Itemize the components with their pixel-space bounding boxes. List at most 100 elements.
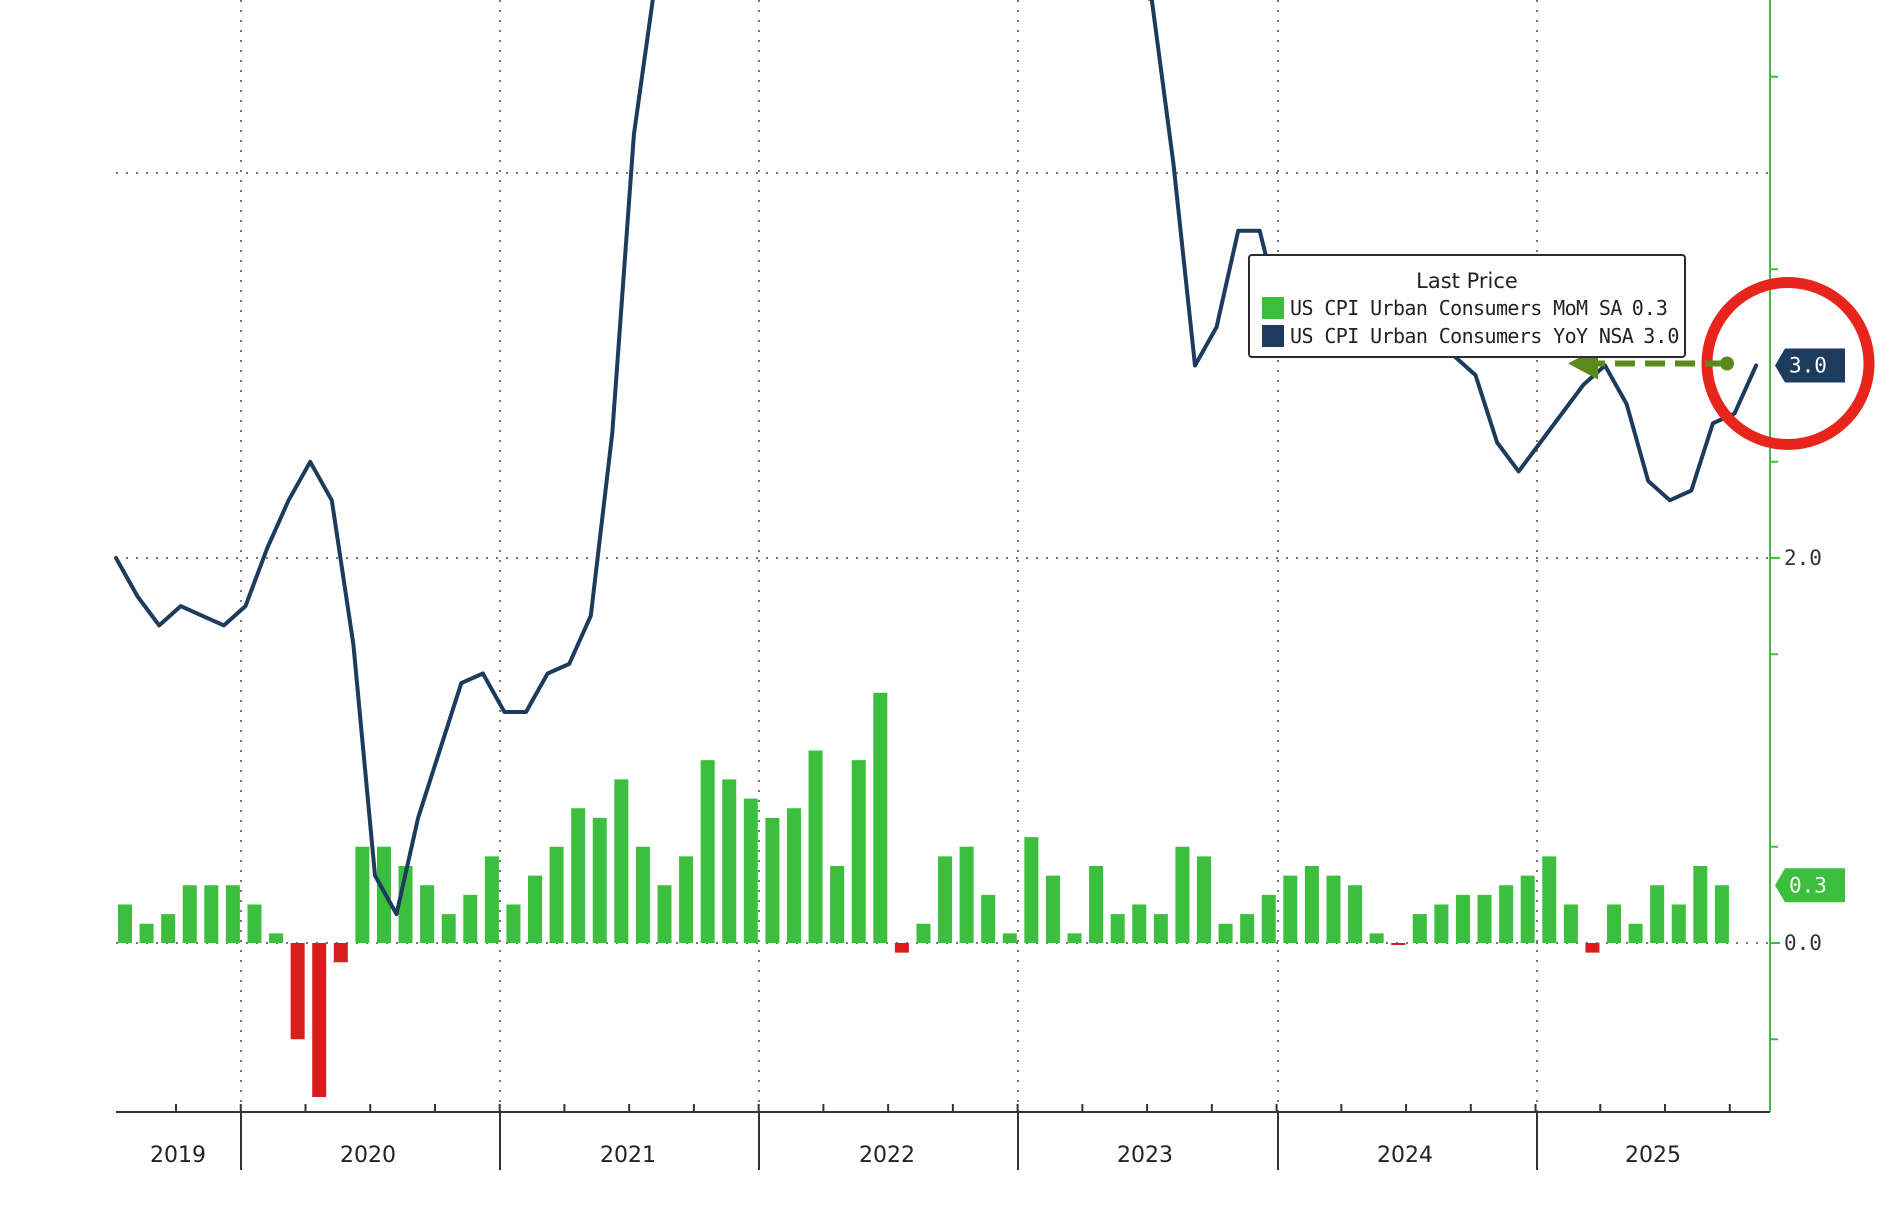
mom-bar — [290, 943, 305, 1040]
last-value-label: 0.3 — [1789, 873, 1827, 897]
legend-value-mom: 0.3 — [1631, 296, 1668, 320]
mom-bar — [1326, 875, 1341, 943]
mom-bar — [355, 846, 370, 943]
mom-bar — [808, 750, 823, 943]
mom-bar — [873, 692, 888, 943]
legend-label-yoy: US CPI Urban Consumers YoY NSA — [1290, 324, 1634, 348]
mom-bar — [1067, 933, 1082, 943]
yoy-line — [114, 0, 1759, 917]
mom-bar — [1563, 904, 1578, 943]
mom-bar — [1412, 914, 1427, 943]
mom-bar — [204, 885, 219, 943]
mom-bar — [1455, 894, 1470, 943]
mom-bar — [916, 923, 931, 943]
highlight-arrow-tail — [1720, 356, 1734, 371]
mom-bar — [1671, 904, 1686, 943]
legend-swatch-mom — [1262, 297, 1284, 319]
mom-bar — [1304, 866, 1319, 943]
mom-bar — [1197, 856, 1211, 943]
mom-bar — [851, 760, 866, 943]
y-tick-label: 0.0 — [1784, 931, 1822, 955]
mom-bar — [592, 817, 607, 943]
x-tick-label: 2021 — [600, 1143, 656, 1168]
last-value-markers: 3.0 0.3 — [1775, 348, 1845, 903]
mom-bar — [679, 856, 694, 943]
mom-bar — [786, 808, 801, 943]
mom-bar — [981, 894, 996, 943]
mom-bar — [1089, 866, 1104, 943]
x-tick-label: 2024 — [1377, 1143, 1433, 1168]
mom-bar — [118, 904, 132, 943]
mom-bar — [1283, 875, 1298, 943]
mom-bar — [700, 760, 715, 943]
x-tick-label: 2020 — [340, 1143, 396, 1168]
mom-bar — [247, 904, 262, 943]
x-tick-label: 2023 — [1117, 1143, 1173, 1168]
legend-label-mom: US CPI Urban Consumers MoM SA — [1290, 296, 1622, 320]
last-value-tag — [1775, 348, 1845, 383]
mom-bar — [635, 846, 650, 943]
mom-bar — [1650, 885, 1665, 943]
legend-swatch-yoy — [1262, 325, 1284, 347]
last-value-tag — [1775, 868, 1845, 903]
mom-bar — [614, 779, 629, 943]
mom-bar — [312, 943, 327, 1097]
legend-entry-yoy: US CPI Urban Consumers YoY NSA 3.0 — [1250, 322, 1684, 350]
yoy-line-layer — [114, 0, 1759, 917]
mom-bar — [1434, 904, 1449, 943]
mom-bar — [1542, 856, 1557, 943]
mom-bar — [722, 779, 737, 943]
mom-bar — [484, 856, 499, 943]
mom-bar — [1175, 846, 1190, 943]
mom-bar — [528, 875, 543, 943]
mom-bar — [1218, 923, 1233, 943]
mom-bar — [139, 923, 154, 943]
mom-bar — [959, 846, 974, 943]
mom-bar — [1714, 885, 1729, 943]
mom-bar — [743, 798, 758, 943]
mom-bars — [118, 692, 1729, 1097]
mom-bar — [269, 933, 284, 943]
mom-bar — [441, 914, 456, 943]
mom-bar — [1499, 885, 1514, 943]
mom-bar — [894, 943, 909, 953]
mom-bar — [938, 856, 953, 943]
x-tick-label: 2022 — [859, 1143, 915, 1168]
mom-bar — [1585, 943, 1600, 953]
mom-bar — [463, 894, 478, 943]
mom-bar — [420, 885, 435, 943]
gridlines — [116, 0, 1775, 1112]
mom-bar — [1693, 866, 1708, 943]
mom-bar — [225, 885, 240, 943]
mom-bar — [571, 808, 586, 943]
legend-value-yoy: 3.0 — [1643, 324, 1680, 348]
mom-bar — [182, 885, 197, 943]
mom-bar — [765, 817, 780, 943]
mom-bar — [333, 943, 348, 963]
mom-bar — [1520, 875, 1535, 943]
mom-bar — [161, 914, 176, 943]
mom-bar — [830, 866, 845, 943]
mom-bar — [506, 904, 521, 943]
y-tick-label: 2.0 — [1784, 546, 1822, 570]
legend: Last Price US CPI Urban Consumers MoM SA… — [1248, 254, 1686, 358]
last-value-label: 3.0 — [1789, 354, 1827, 378]
mom-bar — [1348, 885, 1363, 943]
x-tick-label: 2019 — [150, 1143, 206, 1168]
mom-bar — [1153, 914, 1168, 943]
legend-title: Last Price — [1416, 269, 1518, 293]
mom-bar — [1045, 875, 1060, 943]
mom-bar — [1024, 837, 1039, 943]
mom-bar — [1261, 894, 1276, 943]
mom-bar — [1110, 914, 1125, 943]
mom-bar — [1607, 904, 1622, 943]
mom-bar — [1132, 904, 1147, 943]
mom-bar — [1391, 943, 1406, 945]
mom-bar — [1240, 914, 1255, 943]
mom-bar — [1002, 933, 1017, 943]
mom-bar — [1628, 923, 1643, 943]
mom-bar — [549, 846, 564, 943]
